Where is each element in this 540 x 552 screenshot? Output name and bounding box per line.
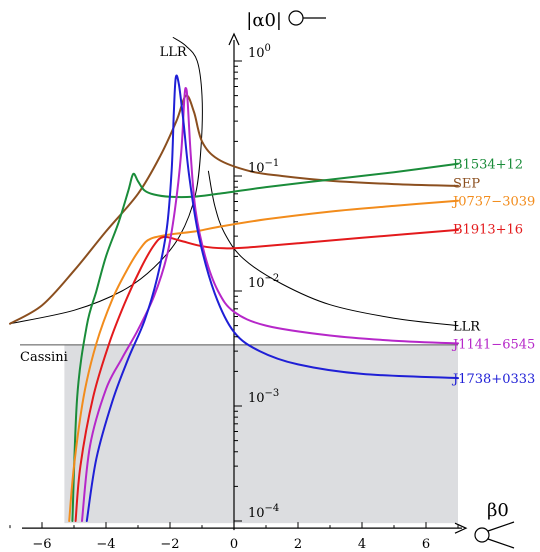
y-tick-label: 100 — [248, 43, 271, 61]
y-axis-title-symbol — [288, 10, 304, 26]
x-tick-label: −6 — [32, 537, 51, 552]
curve-label-llr: LLR — [453, 320, 481, 335]
curve-label-j1141-6545: J1141−6545 — [451, 337, 535, 352]
y-axis-title-text: |α0| — [246, 10, 282, 31]
curve-label-llr: LLR — [160, 45, 188, 60]
x-tick-label: 6 — [422, 537, 430, 552]
y-axis-arrow — [228, 32, 240, 46]
series-line-llr — [207, 170, 459, 327]
curve-label-b1534-12: B1534+12 — [453, 158, 523, 173]
cassini-excluded-region — [64, 344, 459, 524]
curve-label-j1738-0333: J1738+0333 — [451, 372, 535, 387]
series-line-b1913-16 — [74, 228, 459, 522]
series-line-j0737-3039 — [68, 199, 459, 522]
x-axis-title-text: β0 — [487, 500, 509, 521]
series-line-sep — [9, 94, 459, 325]
x-tick-label: −4 — [96, 537, 115, 552]
y-axis-title: |α0| — [246, 10, 326, 31]
x-axis-arrow — [454, 522, 468, 534]
x-axis-title: β0 — [474, 500, 515, 549]
series-line-j1738-0333 — [85, 74, 459, 522]
curve-label-sep: SEP — [453, 176, 480, 191]
x-axis-title-symbol-line-upper — [487, 521, 515, 532]
x-axis-title-symbol-line-lower — [487, 538, 515, 549]
y-tick-label: 10−4 — [248, 503, 279, 521]
series-line-j1141-6545 — [81, 86, 459, 522]
y-tick-label: 10−3 — [248, 388, 279, 406]
x-axis-title-symbol — [474, 527, 490, 543]
x-tick-label: 2 — [294, 537, 302, 552]
curve-label-j0737-3039: J0737−3039 — [451, 195, 535, 210]
cassini-label: Cassini — [20, 350, 68, 365]
x-tick-label: −2 — [160, 537, 179, 552]
x-tick-label: 0 — [230, 537, 238, 552]
series-line-b1534-12 — [71, 162, 459, 522]
y-tick-label: 10−1 — [248, 158, 279, 176]
curve-label-b1913-16: B1913+16 — [453, 222, 523, 237]
y-tick-label: 10−2 — [248, 273, 279, 291]
x-tick-label: 4 — [358, 537, 366, 552]
series-line-llr — [9, 37, 203, 325]
